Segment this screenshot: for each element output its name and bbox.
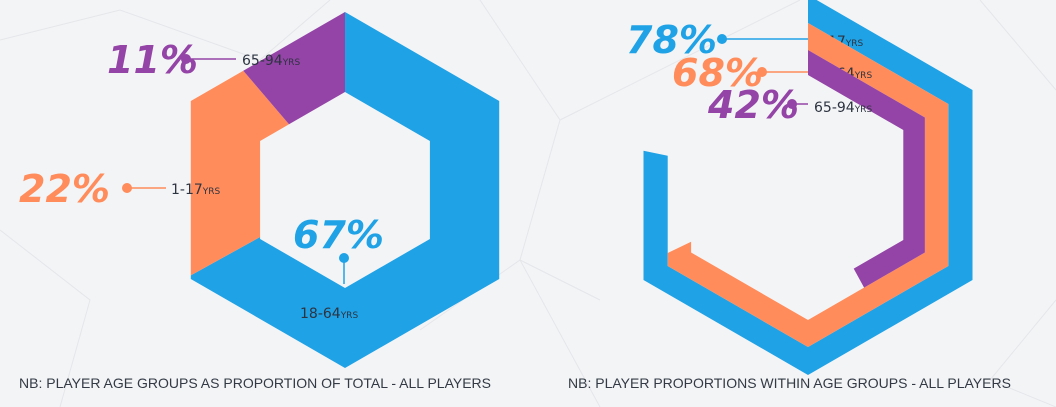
value-label-1-17-yrs: 78%	[626, 18, 717, 62]
value-label-18-64: 67%	[293, 213, 384, 257]
slice-65-94-yrs	[243, 12, 345, 125]
label-65-94: 65-94YRS	[242, 53, 300, 69]
callout-dot-65-94	[181, 54, 191, 64]
callout-dot-18-64	[339, 253, 349, 263]
value-label-65-94: 11%	[107, 38, 198, 82]
callout-dot-65-94-yrs	[787, 99, 797, 109]
label-18-64: 18-64YRS	[300, 306, 358, 322]
age-proportion-hex-donut: 65-94YRS 11% 1-17YRS 22% 67% 18-64YRS	[19, 12, 500, 368]
callout-dot-18-64-yrs	[757, 67, 767, 77]
callout-dot-1-17-yrs	[717, 34, 727, 44]
left-chart-note: NB: PLAYER AGE GROUPS AS PROPORTION OF T…	[19, 375, 492, 391]
slice-1-17-yrs	[190, 70, 289, 276]
slice-18-64-yrs	[190, 12, 500, 368]
value-label-18-64-yrs: 68%	[672, 51, 763, 95]
value-label-1-17: 22%	[19, 167, 110, 211]
value-label-65-94-yrs: 42%	[707, 83, 799, 127]
label-65-94-yrs: 65-94YRS	[814, 100, 872, 116]
bar-65-94-yrs	[808, 50, 925, 288]
callout-dot-1-17	[122, 183, 132, 193]
right-chart-note: NB: PLAYER PROPORTIONS WITHIN AGE GROUPS…	[568, 375, 1011, 391]
label-1-17: 1-17YRS	[171, 182, 221, 198]
